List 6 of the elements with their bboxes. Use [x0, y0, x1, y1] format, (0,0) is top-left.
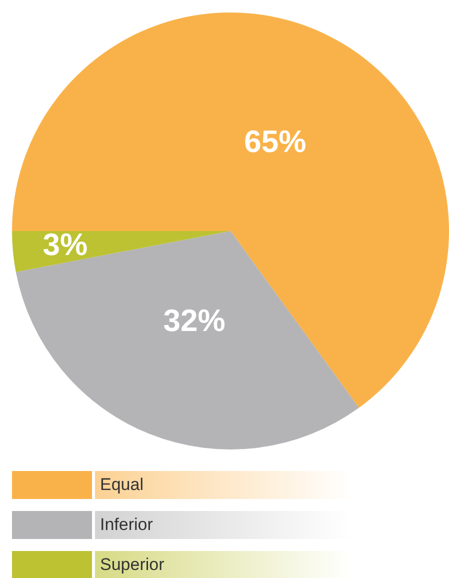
data-label: 65% [244, 124, 306, 159]
data-label: 32% [163, 302, 226, 338]
legend-label: Equal [100, 475, 144, 495]
data-label: 3% [42, 227, 88, 262]
legend-label: Superior [100, 555, 164, 575]
legend-label: Inferior [100, 515, 153, 535]
